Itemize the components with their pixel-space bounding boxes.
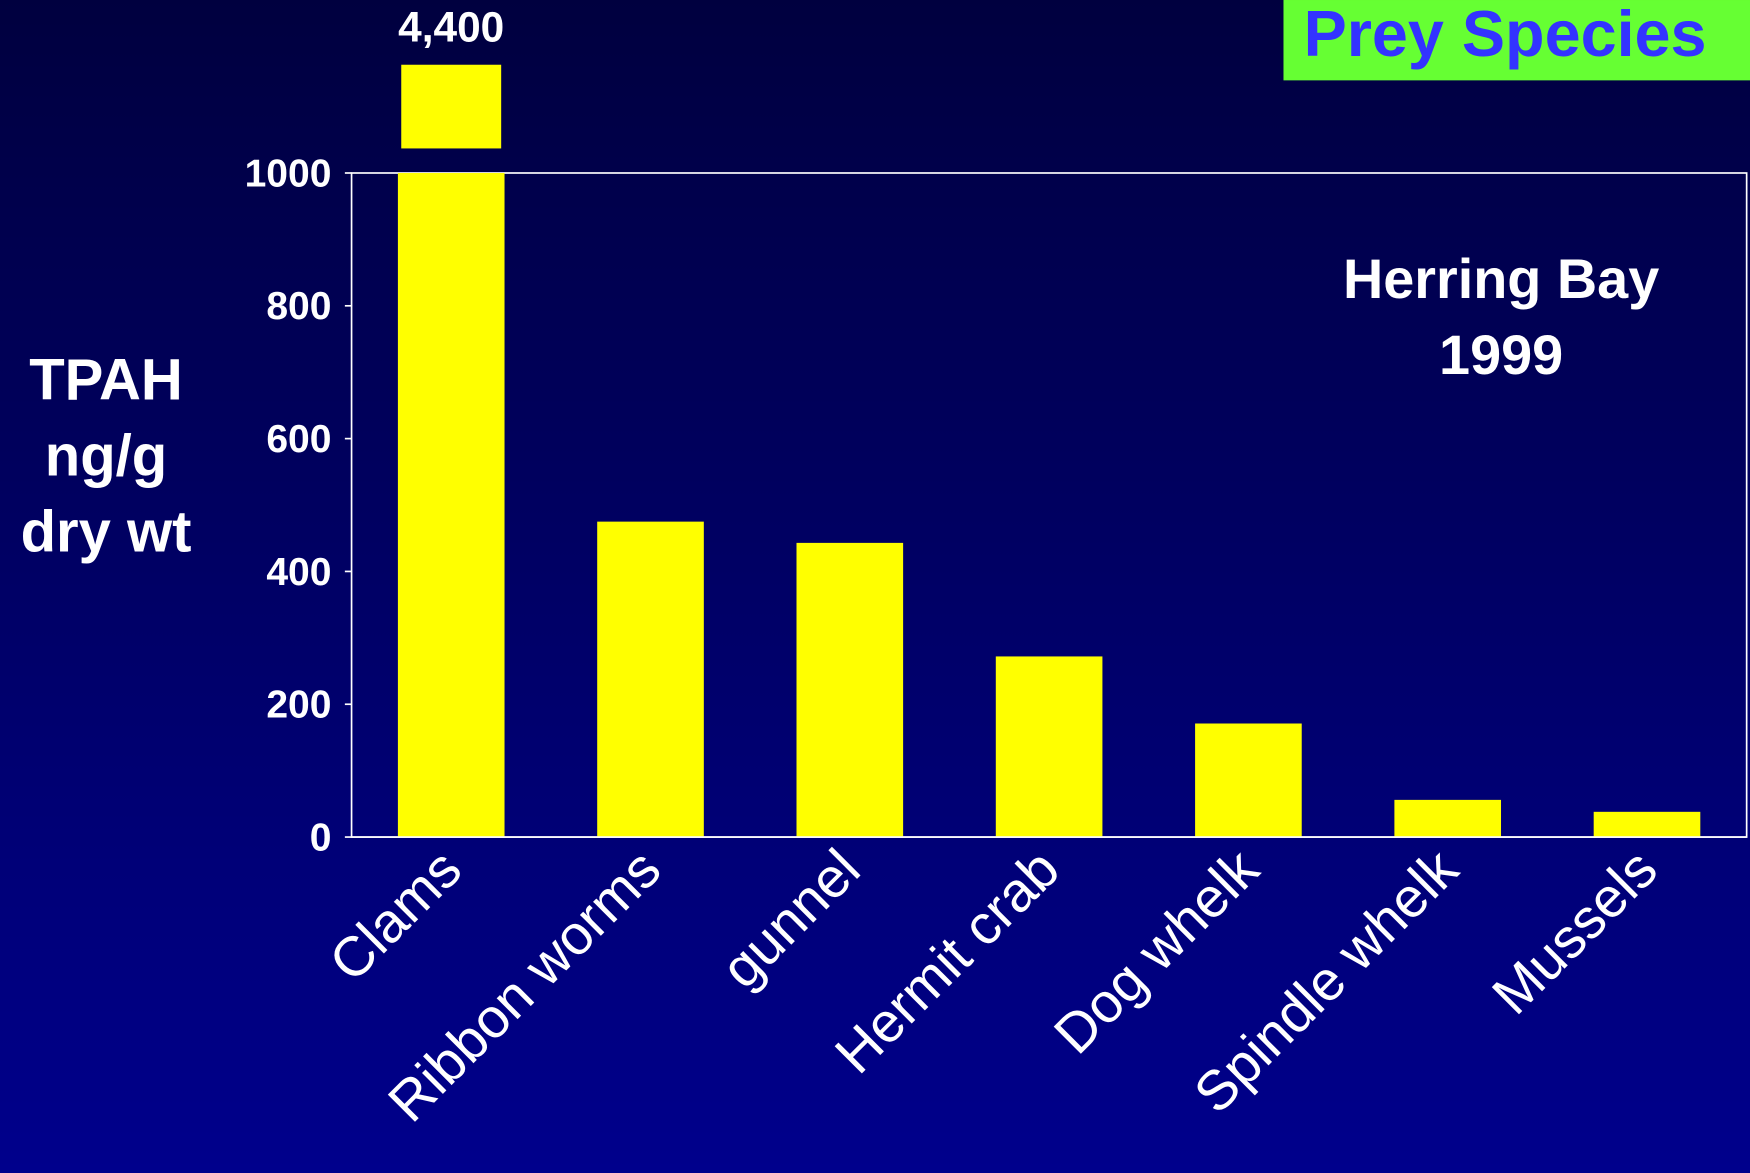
y-axis-label: dry wt	[21, 499, 192, 564]
y-tick-label: 400	[266, 551, 331, 594]
chart-title: Prey Species	[1304, 0, 1707, 70]
title-box	[1283, 0, 1750, 81]
y-tick-label: 0	[310, 816, 332, 859]
y-tick-label: 1000	[245, 152, 332, 195]
bar	[597, 521, 704, 838]
bar-overflow	[401, 64, 502, 149]
bar	[1195, 723, 1302, 838]
annotation: 1999	[1439, 323, 1563, 386]
annotation: Herring Bay	[1343, 247, 1659, 310]
y-axis-label: ng/g	[45, 423, 167, 488]
bar	[1394, 799, 1502, 838]
y-axis-label: TPAH	[29, 348, 183, 413]
y-tick-label: 200	[266, 684, 331, 727]
data-label: 4,400	[398, 3, 504, 50]
bar	[397, 172, 505, 838]
y-tick-label: 800	[266, 285, 331, 328]
bar	[796, 542, 904, 838]
bar	[995, 656, 1103, 838]
bar	[1593, 811, 1701, 838]
y-tick-label: 600	[266, 418, 331, 461]
